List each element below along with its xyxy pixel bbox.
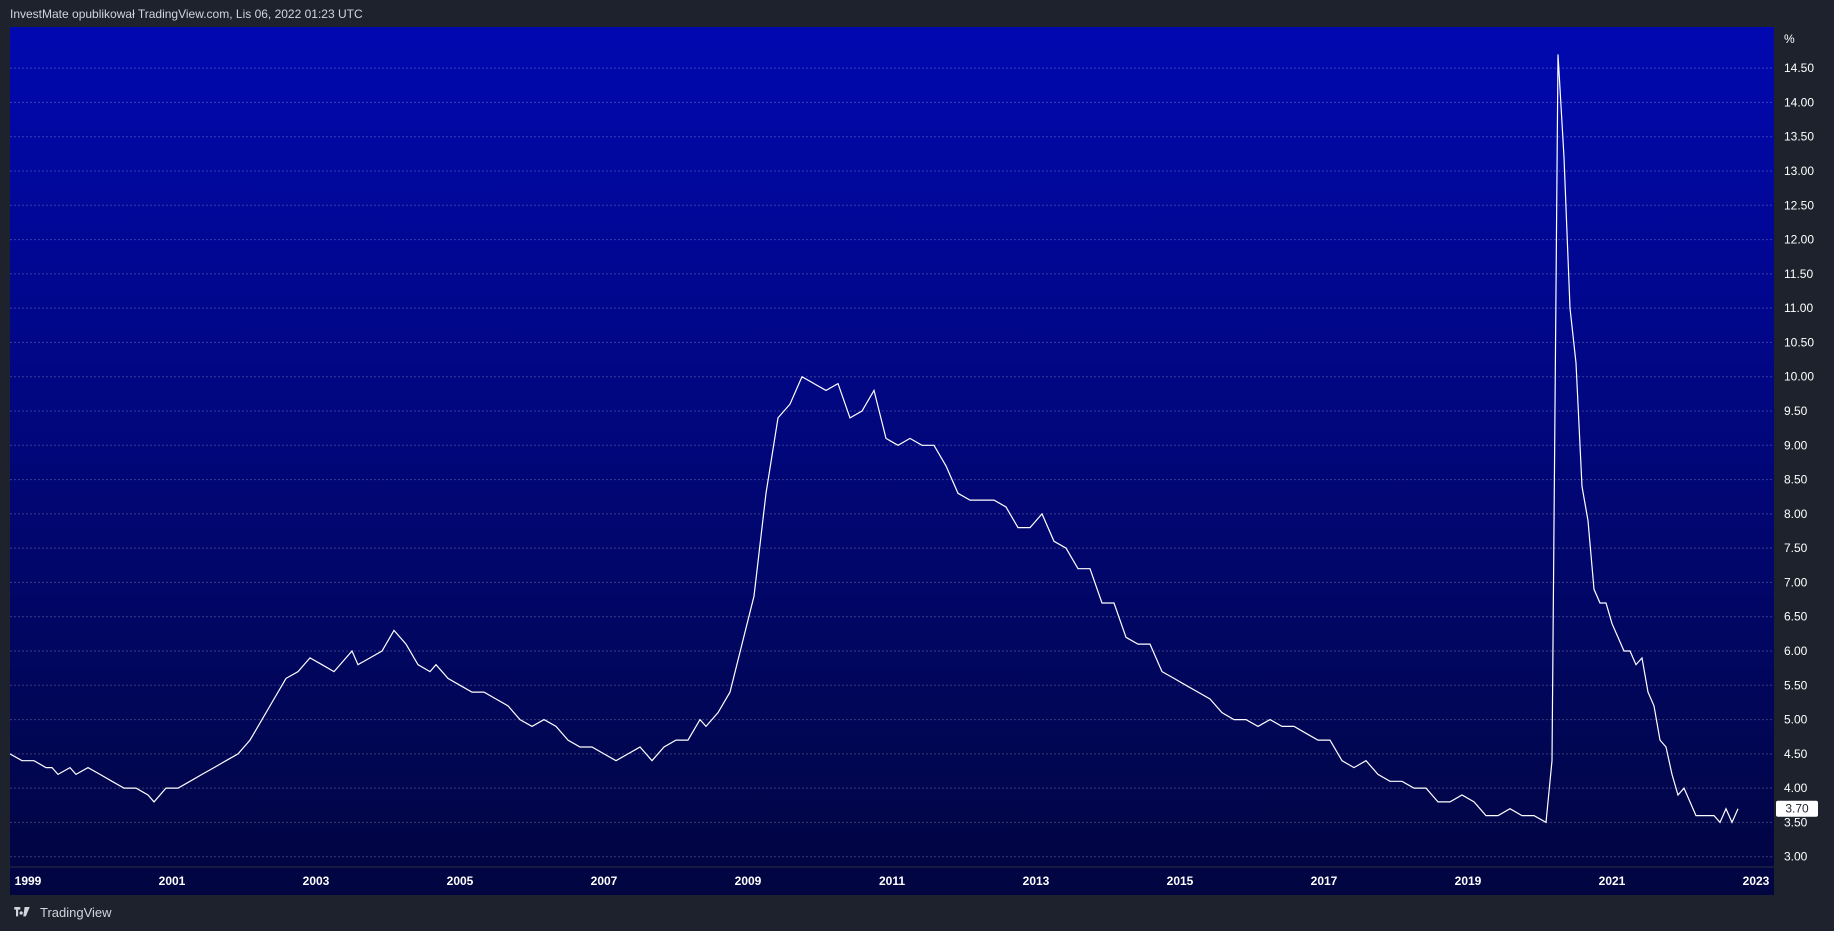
x-tick-label: 2011 [879,874,905,888]
y-tick-label: 13.50 [1784,130,1814,144]
x-tick-label: 2005 [447,874,474,888]
y-tick-label: 8.50 [1784,473,1808,487]
plot-background [10,27,1774,895]
y-tick-label: 10.00 [1784,370,1814,384]
y-tick-label: 9.50 [1784,404,1808,418]
x-tick-label: 2001 [159,874,186,888]
x-tick-label: 2023 [1743,874,1770,888]
x-tick-label: 1999 [15,874,42,888]
y-tick-label: 9.00 [1784,438,1808,452]
x-tick-label: 2015 [1167,874,1194,888]
price-axis-background[interactable] [1774,27,1824,895]
y-tick-label: 8.00 [1784,507,1808,521]
y-tick-label: 7.50 [1784,541,1808,555]
footer-brand[interactable]: TradingView [10,905,112,920]
y-tick-label: 11.00 [1784,301,1813,315]
last-value-badge: 3.70 [1776,800,1818,817]
brand-name: TradingView [40,905,112,920]
x-tick-label: 2017 [1311,874,1338,888]
x-tick-label: 2021 [1599,874,1626,888]
y-axis-labels: 3.00 3.50 4.00 4.50 5.00 5.50 6.00 6.50 7.00 7.50… [1784,61,1814,864]
y-tick-label: 12.00 [1784,233,1814,247]
tradingview-logo-icon [14,906,30,916]
y-tick-label: 7.00 [1784,575,1808,589]
y-tick-label: 6.00 [1784,644,1808,658]
y-tick-label: 4.00 [1784,781,1808,795]
y-tick-label: 4.50 [1784,747,1808,761]
y-tick-label: 13.00 [1784,164,1814,178]
x-tick-label: 2019 [1455,874,1482,888]
series-line [10,54,1739,824]
x-tick-label: 2003 [303,874,330,888]
y-tick-label: 5.50 [1784,678,1808,692]
y-tick-label: 10.50 [1784,335,1814,349]
y-tick-label: 3.00 [1784,850,1808,864]
horizontal-gridlines [10,67,1774,858]
x-tick-label: 2009 [735,874,762,888]
x-tick-label: 2013 [1023,874,1050,888]
unit-label: % [1784,32,1795,46]
x-tick-label: 2007 [591,874,618,888]
line-chart[interactable]: 3.00 3.50 4.00 4.50 5.00 5.50 6.00 6.50 7.00 7.50… [10,27,1824,895]
x-axis-labels: 1999 2001 2003 2005 2007 2009 2011 2013 2015 2017… [15,874,1770,888]
y-tick-label: 12.50 [1784,198,1814,212]
y-tick-label: 11.50 [1784,267,1813,281]
y-tick-label: 6.50 [1784,610,1808,624]
y-tick-label: 14.00 [1784,95,1814,109]
last-value-label: 3.70 [1785,802,1809,816]
y-tick-label: 5.00 [1784,713,1808,727]
y-tick-label: 3.50 [1784,815,1808,829]
publisher-line: InvestMate opublikował TradingView.com, … [10,7,363,21]
chart-frame: 3.00 3.50 4.00 4.50 5.00 5.50 6.00 6.50 7.00 7.50… [10,27,1824,895]
y-tick-label: 14.50 [1784,61,1814,75]
